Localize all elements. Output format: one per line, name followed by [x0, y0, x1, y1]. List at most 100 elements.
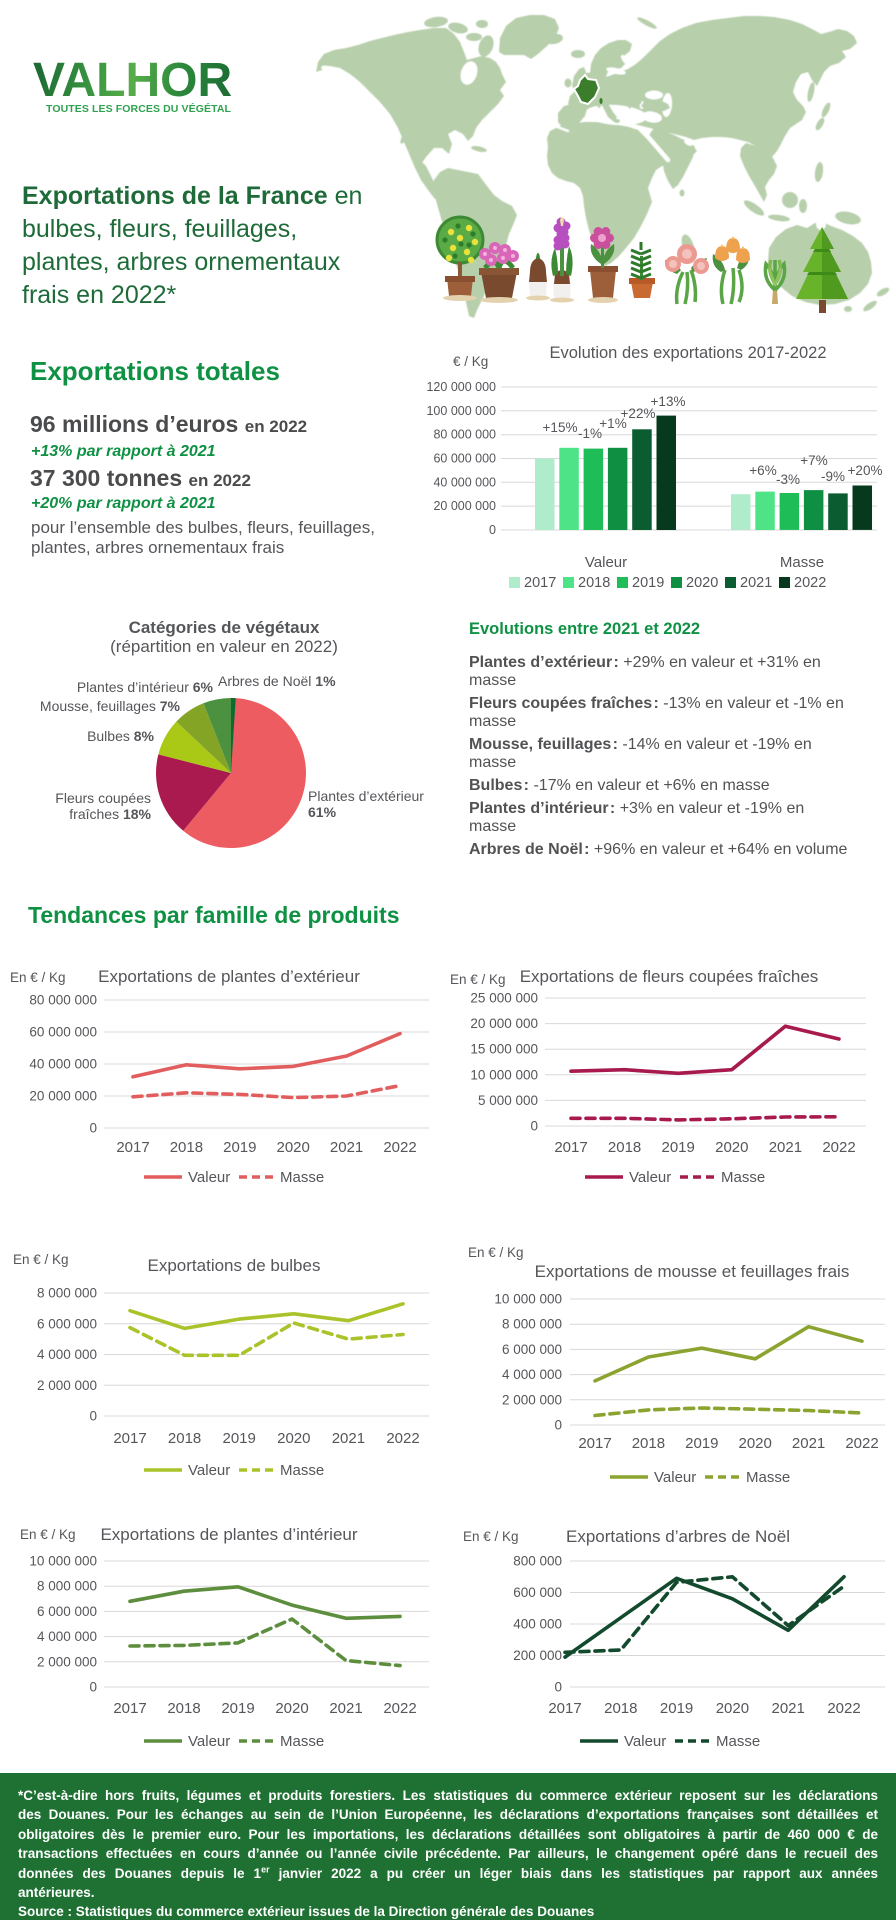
svg-text:8 000 000: 8 000 000	[502, 1317, 562, 1332]
svg-text:2022: 2022	[386, 1430, 419, 1447]
svg-text:-1%: -1%	[578, 426, 602, 441]
svg-text:40 000 000: 40 000 000	[433, 475, 496, 489]
svg-text:2021: 2021	[740, 575, 772, 591]
svg-text:0: 0	[89, 1680, 97, 1695]
svg-text:Valeur: Valeur	[188, 1733, 230, 1750]
svg-text:2017: 2017	[554, 1139, 587, 1156]
svg-text:2018: 2018	[608, 1139, 641, 1156]
svg-text:2019: 2019	[660, 1700, 693, 1717]
svg-text:En € / Kg: En € / Kg	[13, 1252, 69, 1267]
svg-text:Masse: Masse	[280, 1733, 324, 1750]
svg-text:2017: 2017	[113, 1430, 146, 1447]
svg-text:4 000 000: 4 000 000	[37, 1347, 97, 1362]
svg-text:25 000 000: 25 000 000	[470, 991, 538, 1006]
svg-text:Masse: Masse	[721, 1169, 765, 1184]
svg-text:2019: 2019	[685, 1435, 718, 1452]
svg-text:0: 0	[489, 523, 496, 537]
svg-text:2020: 2020	[275, 1700, 308, 1717]
svg-text:2019: 2019	[223, 1430, 256, 1447]
svg-text:2017: 2017	[116, 1139, 149, 1156]
svg-text:2018: 2018	[632, 1435, 665, 1452]
svg-text:0: 0	[89, 1121, 97, 1136]
svg-text:15 000 000: 15 000 000	[470, 1042, 538, 1057]
svg-text:En € / Kg: En € / Kg	[450, 972, 506, 987]
svg-text:2022: 2022	[383, 1700, 416, 1717]
svg-text:Exportations de bulbes: Exportations de bulbes	[148, 1256, 321, 1275]
svg-text:2022: 2022	[822, 1139, 855, 1156]
svg-text:2 000 000: 2 000 000	[37, 1378, 97, 1393]
svg-text:Valeur: Valeur	[188, 1462, 230, 1479]
svg-text:2017: 2017	[524, 575, 556, 591]
svg-text:6 000 000: 6 000 000	[37, 1316, 97, 1331]
svg-text:2018: 2018	[604, 1700, 637, 1717]
svg-text:2020: 2020	[277, 1139, 310, 1156]
svg-text:Exportations de fleurs coupées: Exportations de fleurs coupées fraîches	[520, 967, 819, 986]
svg-text:2020: 2020	[686, 575, 718, 591]
svg-text:2018: 2018	[578, 575, 610, 591]
svg-text:2021: 2021	[792, 1435, 825, 1452]
svg-text:120 000 000: 120 000 000	[426, 380, 496, 394]
svg-text:40 000 000: 40 000 000	[29, 1057, 97, 1072]
svg-text:2 000 000: 2 000 000	[37, 1654, 97, 1669]
svg-text:Valeur: Valeur	[654, 1469, 696, 1486]
svg-text:2019: 2019	[221, 1700, 254, 1717]
svg-text:2022: 2022	[827, 1700, 860, 1717]
svg-text:2017: 2017	[548, 1700, 581, 1717]
svg-text:2018: 2018	[170, 1139, 203, 1156]
svg-text:En € / Kg: En € / Kg	[463, 1529, 519, 1544]
svg-text:Exportations de plantes d’exté: Exportations de plantes d’extérieur	[98, 967, 360, 986]
svg-text:En € / Kg: En € / Kg	[468, 1245, 524, 1260]
svg-text:En € / Kg: En € / Kg	[10, 970, 66, 985]
svg-text:6 000 000: 6 000 000	[37, 1604, 97, 1619]
svg-text:600 000: 600 000	[513, 1585, 562, 1600]
svg-text:800 000: 800 000	[513, 1554, 562, 1569]
svg-text:2022: 2022	[794, 575, 826, 591]
svg-text:+13%: +13%	[651, 394, 686, 409]
svg-text:-3%: -3%	[776, 472, 800, 487]
svg-text:2020: 2020	[715, 1139, 748, 1156]
svg-text:60 000 000: 60 000 000	[29, 1025, 97, 1040]
svg-text:2022: 2022	[845, 1435, 878, 1452]
svg-text:2017: 2017	[113, 1700, 146, 1717]
svg-text:60 000 000: 60 000 000	[433, 452, 496, 466]
svg-text:+20%: +20%	[848, 463, 883, 478]
svg-text:+7%: +7%	[800, 453, 827, 468]
svg-text:-9%: -9%	[821, 469, 845, 484]
svg-text:20 000 000: 20 000 000	[433, 499, 496, 513]
svg-text:2021: 2021	[332, 1430, 365, 1447]
svg-text:80 000 000: 80 000 000	[29, 993, 97, 1008]
svg-text:Exportations de plantes d’inté: Exportations de plantes d’intérieur	[100, 1525, 357, 1544]
svg-text:Valeur: Valeur	[585, 554, 627, 571]
svg-text:6 000 000: 6 000 000	[502, 1342, 562, 1357]
svg-text:0: 0	[554, 1418, 562, 1433]
svg-text:4 000 000: 4 000 000	[37, 1629, 97, 1644]
svg-text:+1%: +1%	[599, 416, 626, 431]
svg-text:200 000: 200 000	[513, 1648, 562, 1663]
svg-text:Masse: Masse	[716, 1733, 760, 1750]
svg-text:5 000 000: 5 000 000	[478, 1093, 538, 1108]
svg-text:80 000 000: 80 000 000	[433, 428, 496, 442]
svg-text:2020: 2020	[277, 1430, 310, 1447]
svg-text:Masse: Masse	[746, 1469, 790, 1486]
svg-text:Masse: Masse	[280, 1462, 324, 1479]
svg-text:2 000 000: 2 000 000	[502, 1392, 562, 1407]
svg-text:+6%: +6%	[749, 463, 776, 478]
svg-text:10 000 000: 10 000 000	[470, 1067, 538, 1082]
svg-text:€ / Kg: € / Kg	[453, 354, 488, 369]
svg-text:100 000 000: 100 000 000	[426, 404, 496, 418]
svg-text:Evolution des exportations 201: Evolution des exportations 2017-2022	[549, 344, 826, 362]
svg-text:Valeur: Valeur	[629, 1169, 671, 1184]
svg-text:0: 0	[554, 1680, 562, 1695]
svg-text:2020: 2020	[716, 1700, 749, 1717]
svg-text:400 000: 400 000	[513, 1617, 562, 1632]
svg-text:Exportations de mousse et feui: Exportations de mousse et feuillages fra…	[535, 1262, 850, 1281]
svg-text:2021: 2021	[330, 1139, 363, 1156]
svg-text:4 000 000: 4 000 000	[502, 1367, 562, 1382]
svg-text:En € / Kg: En € / Kg	[20, 1527, 76, 1542]
svg-text:10 000 000: 10 000 000	[29, 1554, 97, 1569]
svg-text:2021: 2021	[769, 1139, 802, 1156]
svg-text:2018: 2018	[168, 1430, 201, 1447]
svg-text:10 000 000: 10 000 000	[494, 1292, 562, 1307]
svg-text:8 000 000: 8 000 000	[37, 1579, 97, 1594]
svg-text:0: 0	[89, 1409, 97, 1424]
